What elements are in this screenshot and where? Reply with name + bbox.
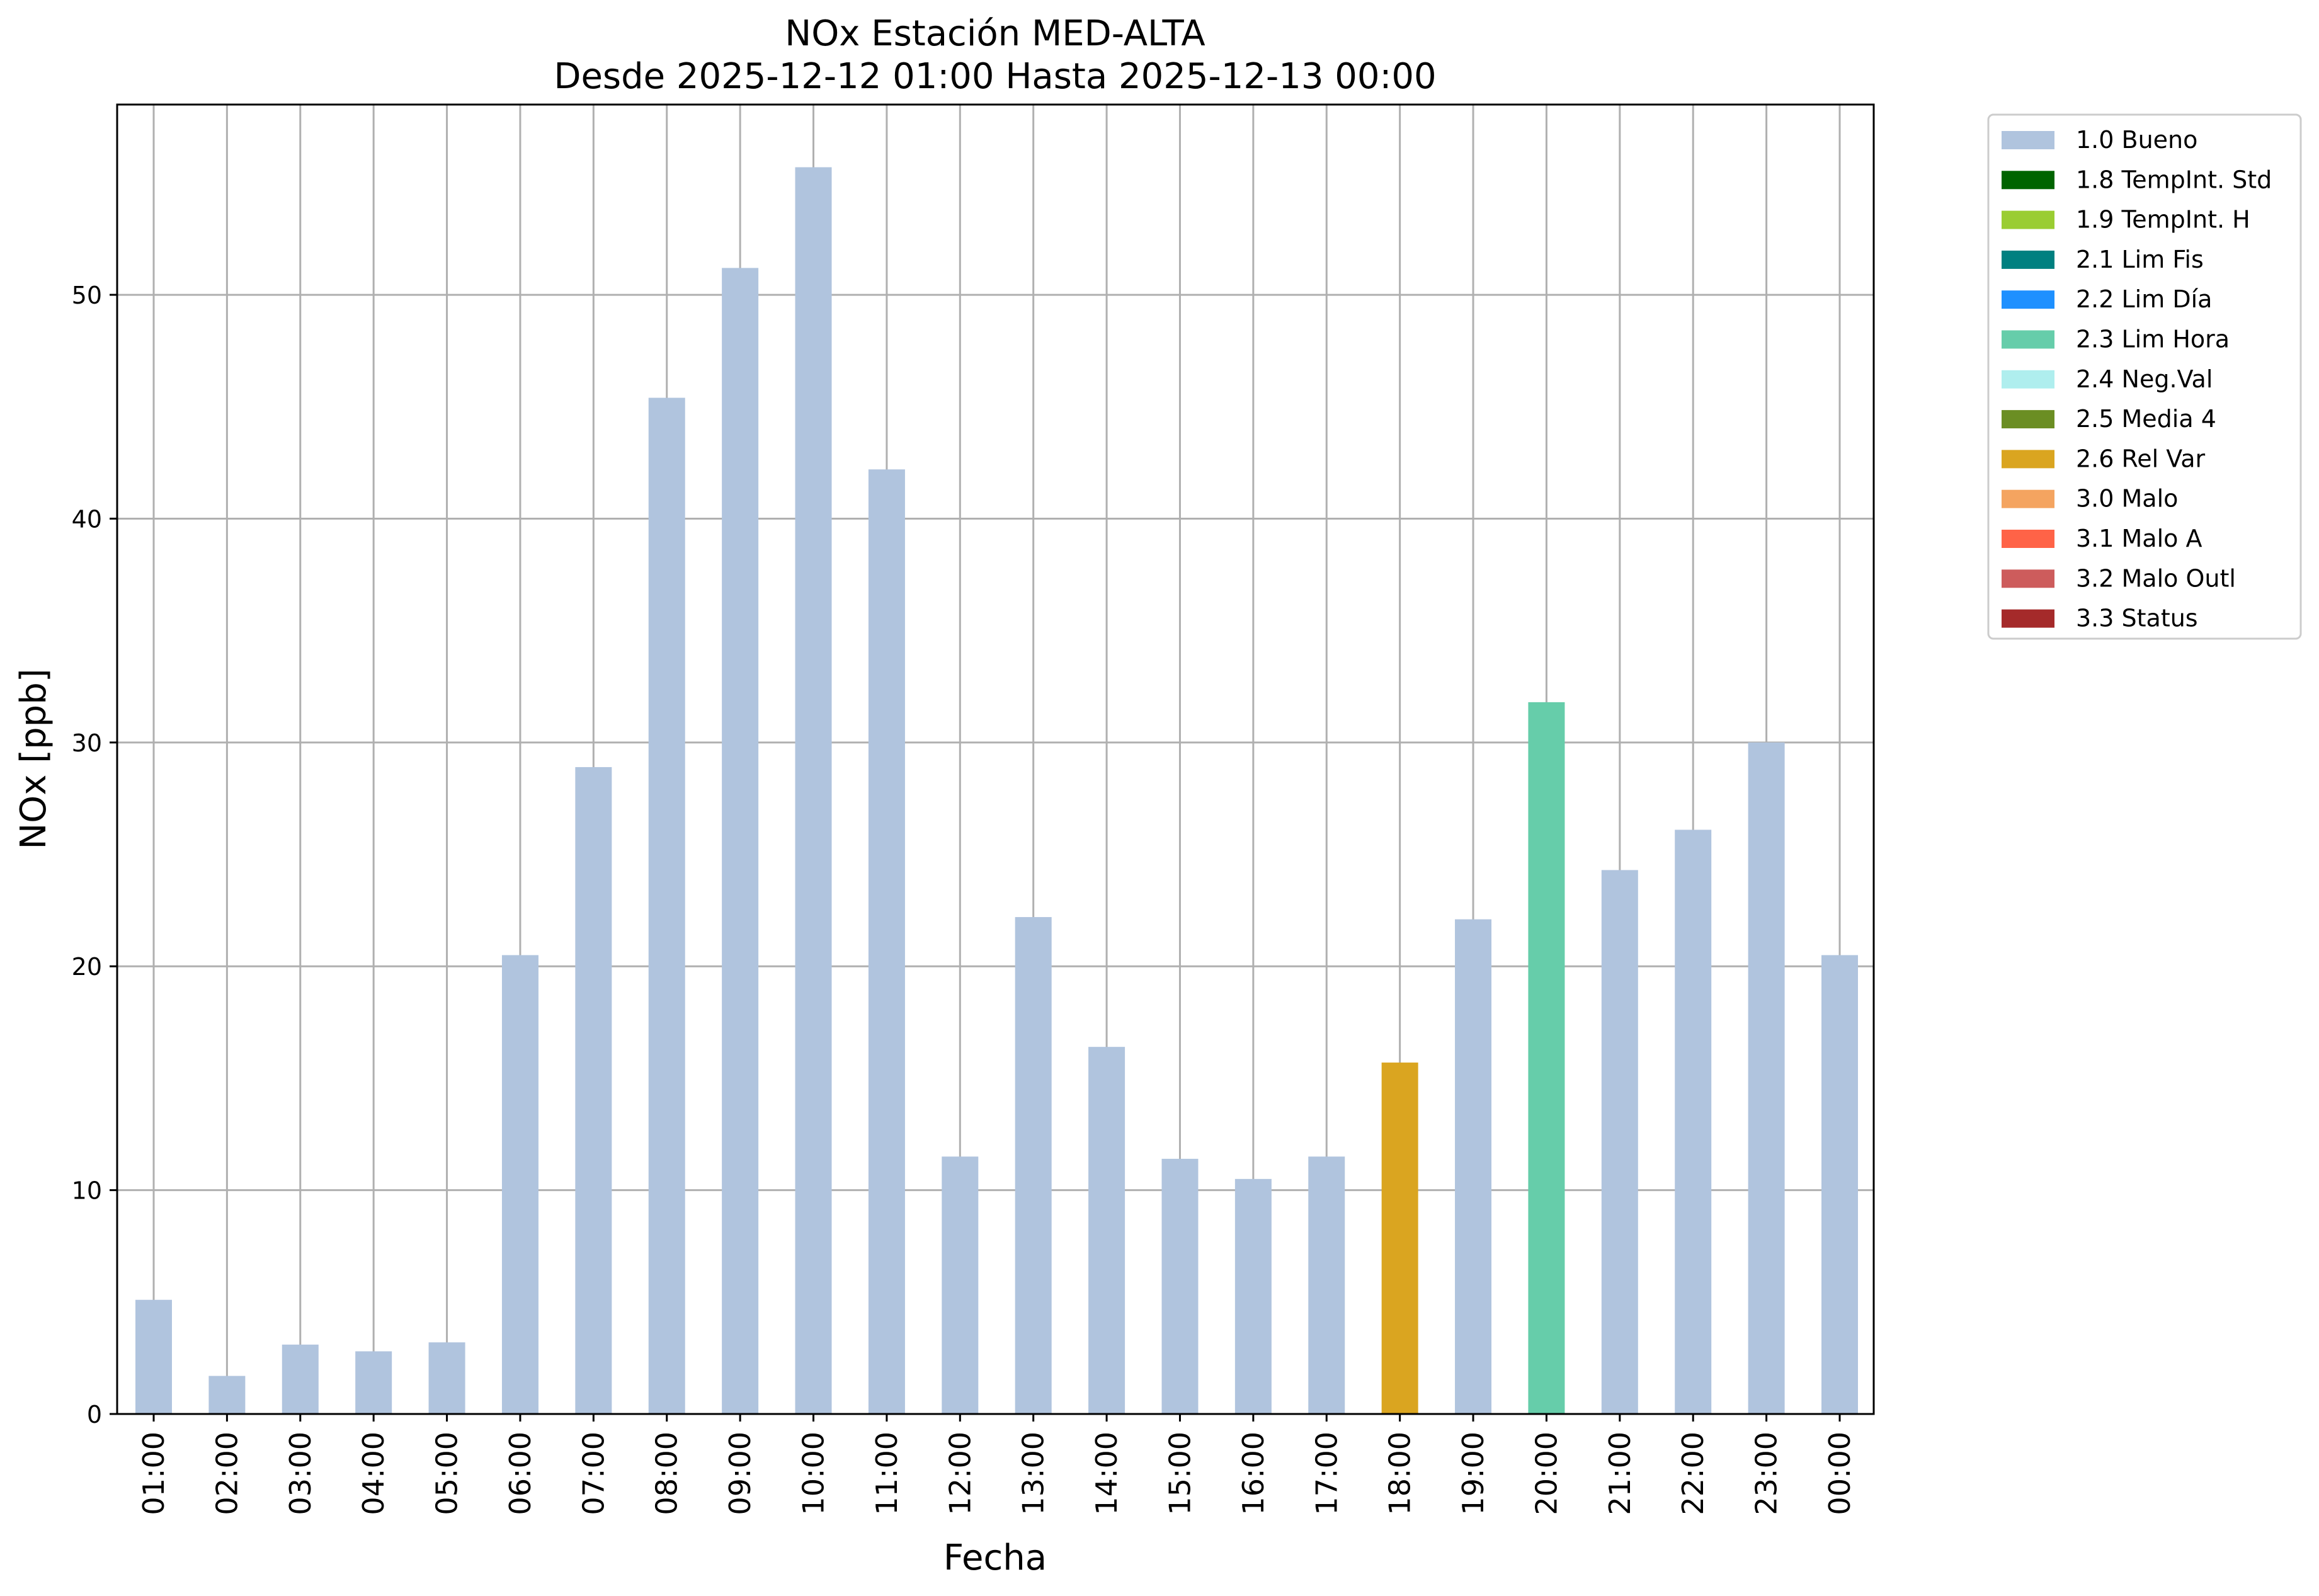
bar [1234,1178,1272,1414]
y-tick-label: 40 [72,505,102,533]
x-tick-label: 00:00 [1823,1432,1857,1515]
legend-swatch [2002,171,2054,190]
legend-frame [1987,113,2302,640]
legend: 1.0 Bueno 1.8 TempInt. Std 1.9 TempInt. H 2… [1987,113,2302,640]
bar [1528,702,1565,1414]
x-tick-label: 15:00 [1163,1432,1197,1515]
legend-swatch [2002,450,2054,469]
bar [282,1344,319,1414]
x-tick-label: 18:00 [1383,1432,1417,1515]
legend-label: 2.4 Neg.Val [2076,365,2213,393]
x-tick-label: 07:00 [576,1432,610,1515]
x-tick-label: 19:00 [1456,1432,1490,1515]
bar [1601,870,1638,1414]
bar [1821,955,1858,1414]
x-tick-label: 20:00 [1529,1432,1563,1515]
x-tick-label: 16:00 [1236,1432,1270,1515]
x-tick-label: 01:00 [137,1432,171,1515]
legend-label: 3.2 Malo Outl [2076,564,2236,592]
bar [1675,829,1712,1414]
legend-swatch [2002,410,2054,429]
bar [1381,1063,1418,1414]
legend-items: 1.0 Bueno 1.8 TempInt. Std 1.9 TempInt. H 2… [2002,126,2272,632]
x-tick-label: 10:00 [797,1432,831,1515]
y-tick-label: 20 [72,953,102,981]
y-tick-label: 10 [72,1177,102,1205]
x-tick-label: 23:00 [1750,1432,1784,1515]
x-tick-label: 08:00 [650,1432,684,1515]
x-tick-label: 09:00 [723,1432,757,1515]
bar [648,397,685,1414]
x-tick-label: 17:00 [1309,1432,1343,1515]
legend-label: 2.1 Lim Fis [2076,246,2204,273]
bar [1748,742,1785,1414]
bars [135,167,1858,1415]
legend-swatch [2002,210,2054,229]
bar [208,1376,246,1414]
bar [355,1351,392,1414]
bar [868,469,905,1415]
bar [1088,1047,1125,1414]
legend-swatch [2002,569,2054,588]
bar [428,1342,465,1414]
x-tick-label: 12:00 [943,1432,977,1515]
bar [501,955,538,1414]
legend-label: 2.6 Rel Var [2076,445,2206,472]
x-tick-label: 03:00 [283,1432,317,1515]
legend-swatch [2002,489,2054,508]
y-tick-label: 30 [72,729,102,757]
chart-subtitle: Desde 2025-12-12 01:00 Hasta 2025-12-13 … [554,56,1436,97]
legend-swatch [2002,370,2054,389]
x-tick-label: 22:00 [1676,1432,1710,1515]
legend-swatch [2002,609,2054,628]
x-tick-label: 06:00 [503,1432,537,1515]
x-tick-label: 14:00 [1090,1432,1124,1515]
legend-label: 3.0 Malo [2076,485,2178,513]
bar [135,1299,172,1414]
legend-label: 3.3 Status [2076,605,2198,632]
x-axis-label: Fecha [943,1537,1047,1578]
legend-label: 3.1 Malo A [2076,525,2202,552]
legend-swatch [2002,131,2054,149]
x-tick-label: 21:00 [1603,1432,1637,1515]
y-axis-ticks: 0 10 20 30 40 50 [72,282,117,1428]
x-axis-ticks: 01:00 02:00 03:00 04:00 05:00 06:00 07:00 08:00… [137,1414,1857,1515]
legend-label: 1.0 Bueno [2076,126,2197,154]
bar [575,767,612,1414]
legend-label: 1.8 TempInt. Std [2076,166,2272,193]
x-tick-label: 04:00 [356,1432,390,1515]
plot-frame [116,103,1875,1415]
legend-label: 1.9 TempInt. H [2076,206,2250,234]
legend-swatch [2002,530,2054,548]
legend-label: 2.2 Lim Día [2076,285,2212,313]
legend-label: 2.5 Media 4 [2076,405,2216,433]
bar [1015,917,1052,1414]
legend-label: 2.3 Lim Hora [2076,326,2230,353]
y-axis-label: NOx [ppb] [13,668,54,849]
x-tick-label: 11:00 [870,1432,904,1515]
bar [795,167,832,1414]
bar [722,268,759,1414]
x-tick-label: 05:00 [430,1432,464,1515]
y-tick-label: 0 [87,1401,102,1428]
bar [1161,1158,1199,1414]
bar [1308,1156,1345,1414]
legend-swatch [2002,290,2054,309]
x-tick-label: 02:00 [210,1432,244,1515]
chart-title: NOx Estación MED-ALTA [785,13,1205,54]
legend-swatch [2002,330,2054,349]
bar [1455,919,1492,1414]
x-tick-label: 13:00 [1017,1432,1051,1515]
bar [942,1156,979,1414]
legend-swatch [2002,250,2054,269]
y-tick-label: 50 [72,282,102,309]
